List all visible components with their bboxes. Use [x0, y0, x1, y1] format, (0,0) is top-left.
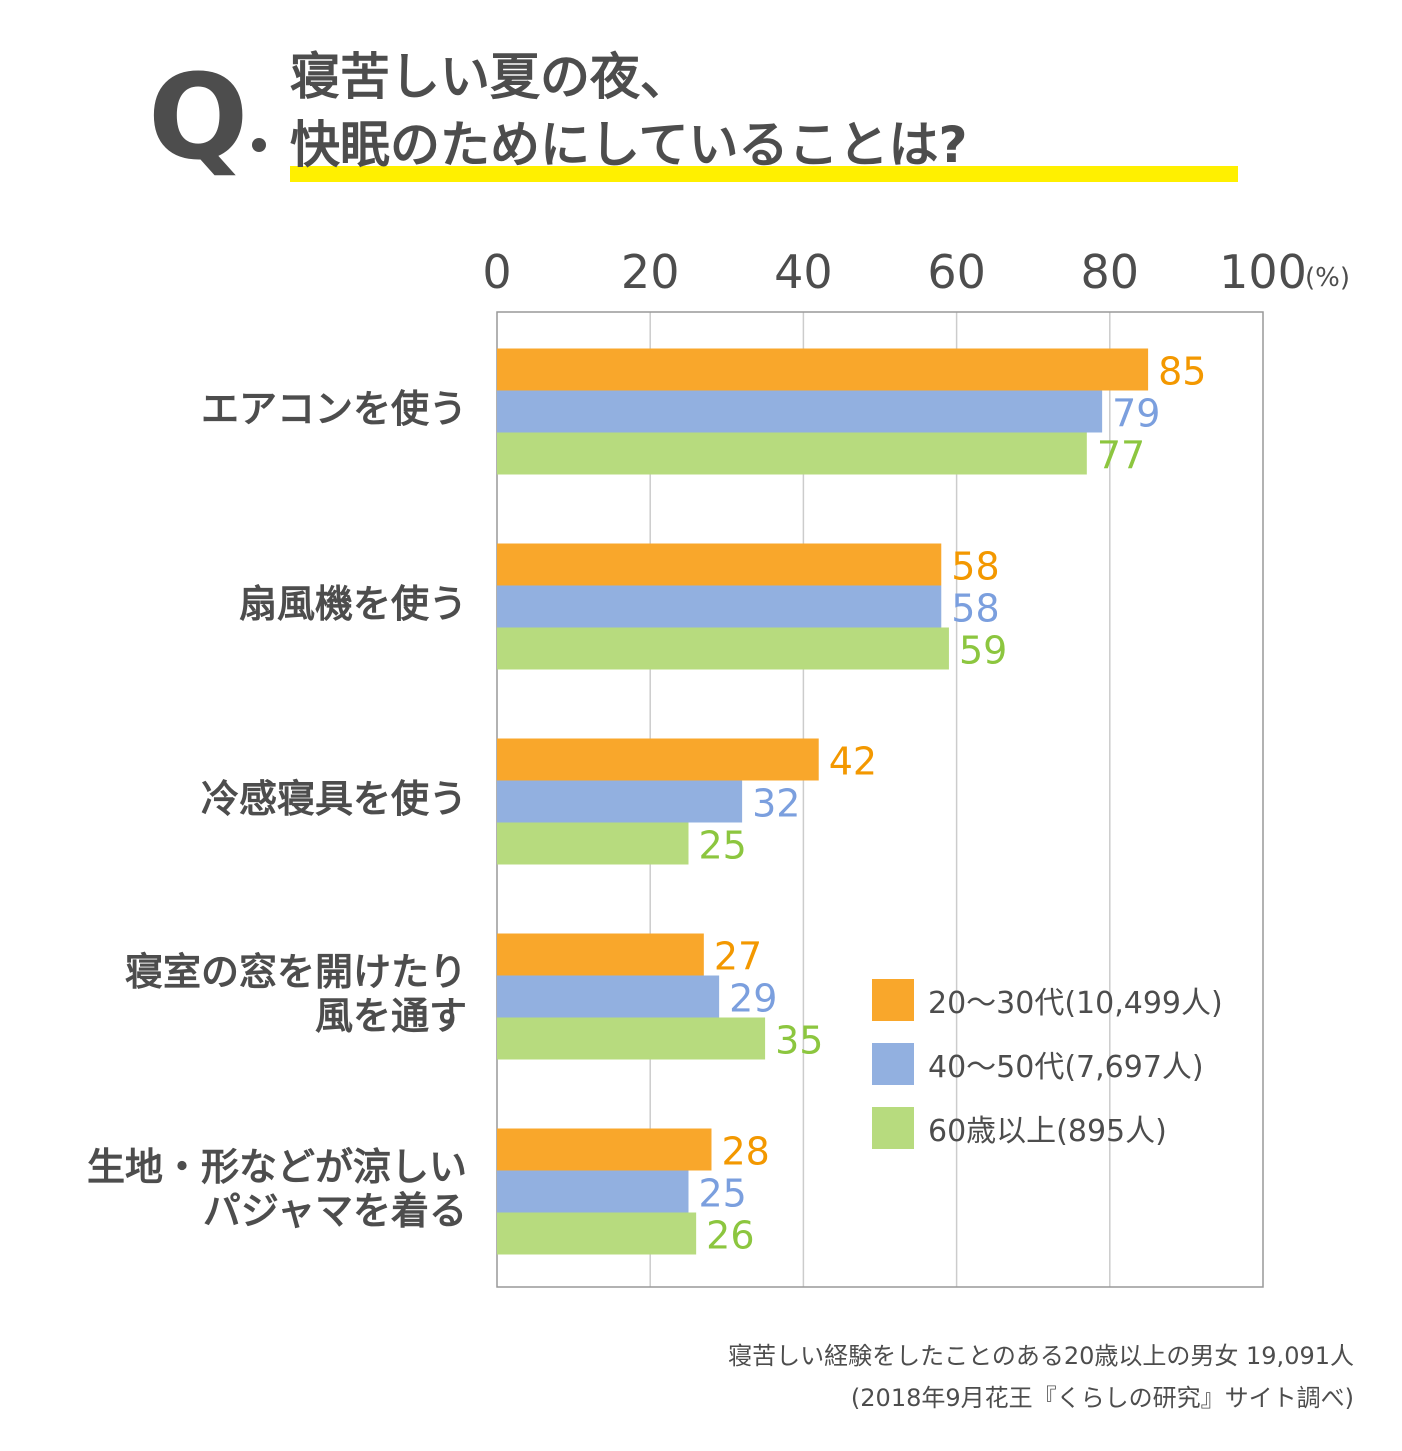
bar: [497, 543, 942, 586]
bar: [497, 780, 743, 823]
category-label: 寝室の窓を開けたり 風を通す: [125, 950, 467, 1040]
title-line-2: 快眠のためにしていることは?: [290, 116, 968, 174]
data-label: 85: [1158, 350, 1206, 394]
category-label-line: 風を通す: [314, 994, 467, 1039]
bar: [497, 1017, 766, 1060]
bar: [497, 738, 819, 781]
x-tick-label: 40: [774, 245, 833, 299]
title-line-1: 寝苦しい夏の夜、: [290, 48, 690, 106]
bar: [497, 432, 1087, 475]
legend-swatch: [872, 1107, 914, 1149]
category-label: 生地・形などが涼しい パジャマを着る: [87, 1145, 467, 1235]
bar: [497, 627, 949, 670]
legend-item: 40〜50代(7,697人): [872, 1032, 1223, 1096]
x-tick-label: 20: [621, 245, 680, 299]
category-label: 冷感寝具を使う: [201, 777, 467, 822]
data-label: 79: [1112, 392, 1160, 436]
x-unit-label: (%): [1305, 263, 1350, 293]
bar: [497, 1170, 689, 1213]
x-tick-label: 60: [927, 245, 986, 299]
legend-item: 60歳以上(895人): [872, 1096, 1223, 1160]
q-dot: [252, 138, 266, 152]
data-label: 26: [706, 1214, 754, 1258]
category-label-line: 寝室の窓を開けたり: [124, 949, 467, 994]
data-label: 58: [951, 587, 999, 631]
legend-swatch: [872, 979, 914, 1021]
data-label: 59: [959, 629, 1007, 673]
x-tick-label: 80: [1081, 245, 1140, 299]
x-tick-label: 0: [482, 245, 511, 299]
data-label: 27: [714, 935, 762, 979]
bar: [497, 975, 720, 1018]
category-label-line: 扇風機を使う: [238, 582, 467, 626]
bar: [497, 390, 1103, 433]
bar: [497, 348, 1149, 391]
category-label-line: 冷感寝具を使う: [200, 777, 467, 821]
bar: [497, 585, 942, 628]
x-tick-label: 100: [1219, 245, 1307, 299]
footnote-source: (2018年9月花王『くらしの研究』サイト調べ): [850, 1384, 1354, 1412]
legend-label: 20〜30代(10,499人): [928, 986, 1223, 1021]
category-label-line: エアコンを使う: [200, 387, 467, 431]
bar: [497, 1128, 712, 1171]
category-label-line: 生地・形などが涼しい: [86, 1144, 467, 1189]
category-label: エアコンを使う: [201, 387, 467, 432]
bar: [497, 933, 704, 976]
data-label: 58: [951, 545, 999, 589]
data-label: 32: [752, 782, 800, 826]
data-label: 25: [699, 824, 747, 868]
legend: 20〜30代(10,499人) 40〜50代(7,697人) 60歳以上(895…: [872, 968, 1223, 1160]
data-label: 42: [829, 740, 877, 784]
bar: [497, 822, 689, 865]
footnote-sample: 寝苦しい経験をしたことのある20歳以上の男女 19,091人: [728, 1342, 1354, 1370]
title-highlight: [290, 166, 1238, 182]
data-label: 25: [699, 1172, 747, 1216]
q-mark: Q: [148, 48, 248, 186]
bar: [497, 1212, 697, 1255]
legend-item: 20〜30代(10,499人): [872, 968, 1223, 1032]
data-label: 29: [729, 977, 777, 1021]
data-label: 28: [721, 1130, 769, 1174]
category-label: 扇風機を使う: [239, 582, 467, 627]
data-label: 77: [1097, 434, 1145, 478]
legend-label: 60歳以上(895人): [928, 1114, 1167, 1149]
legend-swatch: [872, 1043, 914, 1085]
category-label-line: パジャマを着る: [202, 1189, 467, 1234]
data-label: 35: [775, 1019, 823, 1063]
legend-label: 40〜50代(7,697人): [928, 1050, 1204, 1085]
